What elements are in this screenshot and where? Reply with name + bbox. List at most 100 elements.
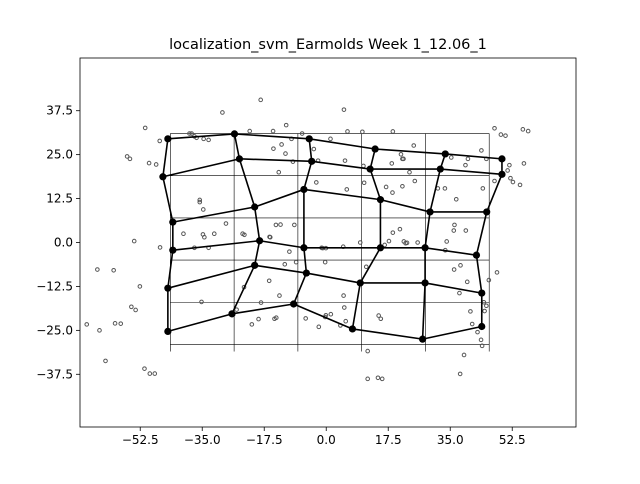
scatter-point <box>480 186 486 191</box>
mesh-node <box>169 218 177 226</box>
scatter-point <box>482 308 487 314</box>
x-tick-label: −52.5 <box>122 433 159 447</box>
scatter-point <box>444 239 449 244</box>
scatter-point <box>258 97 263 103</box>
scatter-point <box>517 182 523 188</box>
scatter-point <box>508 175 513 181</box>
mesh-edge <box>172 239 260 252</box>
scatter-point <box>272 316 277 322</box>
mesh-node <box>472 251 481 259</box>
mesh-edge <box>424 246 477 256</box>
x-tick-label: −17.5 <box>246 433 283 447</box>
scatter-point <box>124 154 130 159</box>
mesh-node <box>366 165 374 173</box>
scatter-point <box>314 180 319 185</box>
y-tick-label: 25.0 <box>46 148 73 162</box>
scatter-point <box>407 169 412 175</box>
scatter-point <box>469 321 475 327</box>
x-tick-label: −35.0 <box>184 433 221 447</box>
scatter-point <box>344 187 350 192</box>
mesh-edge <box>369 168 382 200</box>
mesh-node <box>376 196 385 204</box>
scatter-point <box>389 161 395 166</box>
scatter-point <box>360 129 365 135</box>
mesh-edge <box>259 239 305 249</box>
mesh-node <box>376 244 385 252</box>
scatter-point <box>452 222 457 228</box>
mesh-node <box>498 170 506 178</box>
mesh-edge <box>309 138 376 150</box>
scatter-point <box>397 226 403 232</box>
scatter-point <box>202 234 207 240</box>
scatter-point <box>453 196 459 202</box>
scatter-point <box>494 270 500 275</box>
scatter-point <box>342 158 348 163</box>
mesh-edge <box>380 198 431 213</box>
mesh-node <box>164 284 172 292</box>
chart-title: localization_svm_Earmolds Week 1_12.06_1 <box>169 37 487 53</box>
scatter-point <box>448 155 454 160</box>
scatter-point <box>181 231 186 237</box>
scatter-point <box>282 261 288 267</box>
scatter-point <box>316 324 322 330</box>
scatter-point <box>365 376 370 382</box>
scatter-point <box>112 321 118 326</box>
scatter-point <box>118 321 124 326</box>
scatter-point <box>283 122 289 128</box>
scatter-point <box>127 156 133 162</box>
scatter-point <box>111 267 116 273</box>
scatter-point <box>390 129 396 134</box>
mesh-node <box>421 279 429 287</box>
mesh-edge <box>421 282 426 340</box>
mesh-edge <box>167 133 235 140</box>
x-tick-label: 35.0 <box>437 433 464 447</box>
mesh-edge <box>167 313 233 333</box>
scatter-point <box>328 136 333 142</box>
scatter-point <box>343 318 349 324</box>
mesh-node <box>498 155 506 163</box>
scatter-point <box>299 131 305 136</box>
scatter-point <box>157 138 163 144</box>
scatter-point <box>270 128 276 134</box>
mesh-node <box>159 173 167 181</box>
scatter-point <box>152 371 158 376</box>
scatter-point <box>398 151 404 157</box>
scatter-point <box>390 230 396 235</box>
scatter-point <box>189 131 194 136</box>
scatter-point <box>382 242 387 248</box>
scatter-point <box>142 366 147 371</box>
y-tick-label: 0.0 <box>54 236 73 250</box>
y-tick-label: 12.5 <box>46 192 73 206</box>
mesh-node <box>308 157 316 165</box>
scatter-point <box>146 160 152 166</box>
reference-grid <box>170 133 490 352</box>
scatter-point <box>133 307 138 313</box>
mesh-node <box>426 208 434 216</box>
mesh-node <box>228 310 236 318</box>
scatter-point <box>451 228 457 233</box>
scatter-point <box>200 207 206 212</box>
scatter-point <box>457 290 462 296</box>
mesh-node <box>421 244 429 252</box>
mesh-node <box>300 185 308 194</box>
mesh-edge <box>422 325 482 340</box>
scatter-point <box>95 267 100 272</box>
scatter-point <box>157 245 163 250</box>
mesh-node <box>483 208 491 216</box>
mesh-node <box>478 322 486 331</box>
scatter-point <box>279 142 284 147</box>
x-tick-label: 52.5 <box>499 433 526 447</box>
y-tick-label: −37.5 <box>36 367 73 381</box>
node-mesh <box>159 130 506 343</box>
mesh-edge <box>162 158 240 178</box>
scatter-point <box>103 358 108 364</box>
scatter-point <box>379 376 385 382</box>
x-tick-label: 17.5 <box>375 433 402 447</box>
mesh-node <box>356 279 364 287</box>
scatter-point <box>249 322 255 327</box>
x-axis: −52.5 −35.0 −17.5 0.0 17.5 35.0 52.5 <box>122 427 526 447</box>
scatter-point <box>197 197 203 203</box>
scatter-point <box>271 146 276 151</box>
